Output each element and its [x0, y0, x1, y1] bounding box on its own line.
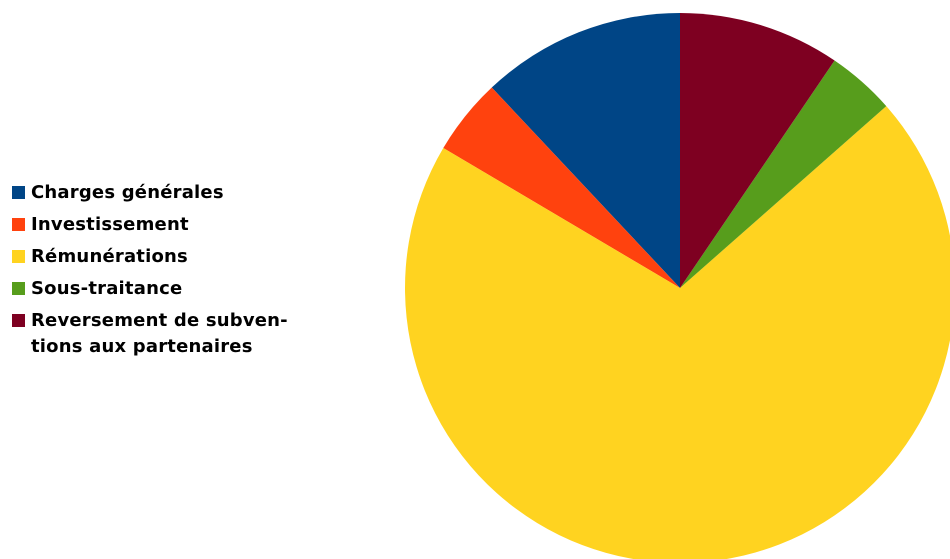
legend-item-remunerations: Rémunérations: [12, 244, 342, 270]
legend: Charges générales Investissement Rémunér…: [12, 180, 342, 366]
legend-item-sous-traitance: Sous-traitance: [12, 276, 342, 302]
legend-label-sous-traitance: Sous-traitance: [31, 278, 183, 299]
legend-swatch-sous-traitance: [12, 282, 25, 295]
pie-slice-charges-generales: [491, 13, 680, 288]
legend-swatch-investissement: [12, 218, 25, 231]
legend-item-investissement: Investissement: [12, 212, 342, 238]
legend-label-remunerations: Rémunérations: [31, 246, 188, 267]
legend-label-investissement: Investissement: [31, 214, 189, 235]
pie-slice-investissement: [443, 87, 680, 288]
legend-label-reversement: Reversement de subven- tions aux partena…: [31, 310, 288, 357]
legend-item-reversement: Reversement de subven- tions aux partena…: [12, 308, 342, 360]
legend-label-charges-generales: Charges générales: [31, 182, 224, 203]
pie-slice-reversement: [680, 13, 835, 288]
legend-swatch-remunerations: [12, 250, 25, 263]
legend-swatch-reversement: [12, 314, 25, 327]
legend-swatch-charges-generales: [12, 186, 25, 199]
legend-item-charges-generales: Charges générales: [12, 180, 342, 206]
pie-slice-remunerations: [405, 106, 950, 559]
pie-slice-sous-traitance: [680, 60, 887, 288]
